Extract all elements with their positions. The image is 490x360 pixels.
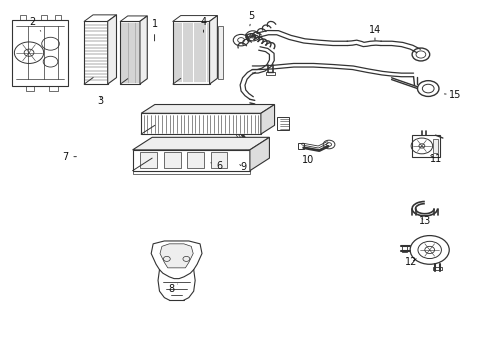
Polygon shape	[250, 137, 270, 171]
Polygon shape	[133, 150, 250, 171]
Polygon shape	[261, 104, 274, 134]
Polygon shape	[140, 16, 147, 84]
Text: 8: 8	[169, 284, 177, 294]
Bar	[41, 15, 47, 19]
Bar	[402, 245, 407, 252]
Text: 6: 6	[211, 161, 222, 171]
Bar	[240, 163, 253, 167]
Circle shape	[410, 235, 449, 264]
Polygon shape	[121, 21, 140, 84]
Bar	[133, 171, 250, 174]
Bar	[298, 143, 304, 149]
Text: 11: 11	[430, 154, 442, 164]
Text: 9: 9	[240, 162, 246, 172]
Text: 3: 3	[98, 96, 104, 106]
Polygon shape	[173, 21, 210, 84]
Text: 1: 1	[151, 19, 158, 41]
Bar	[25, 86, 34, 91]
Polygon shape	[133, 137, 270, 150]
Bar	[433, 139, 439, 153]
Polygon shape	[12, 19, 68, 86]
Polygon shape	[141, 113, 261, 134]
Text: 12: 12	[405, 257, 417, 267]
Bar	[245, 111, 259, 114]
Text: 2: 2	[29, 17, 41, 31]
Polygon shape	[210, 15, 218, 84]
Bar	[433, 267, 442, 270]
Text: 7: 7	[62, 152, 76, 162]
Bar	[187, 152, 204, 168]
Polygon shape	[84, 21, 108, 84]
Text: 10: 10	[302, 155, 315, 165]
Bar	[267, 72, 275, 75]
Bar	[277, 117, 290, 130]
Text: 4: 4	[200, 17, 206, 32]
Bar	[55, 15, 61, 19]
Bar	[20, 15, 25, 19]
Bar	[211, 152, 227, 168]
Bar	[218, 26, 223, 79]
Bar	[49, 86, 58, 91]
Polygon shape	[141, 104, 274, 113]
Polygon shape	[160, 244, 193, 268]
Text: 13: 13	[418, 216, 431, 226]
Bar	[412, 135, 440, 157]
Bar	[164, 152, 180, 168]
Text: 15: 15	[444, 90, 461, 100]
Text: 5: 5	[248, 12, 254, 26]
Polygon shape	[151, 241, 202, 279]
Text: 14: 14	[369, 25, 381, 40]
Bar	[141, 152, 157, 168]
Polygon shape	[108, 15, 117, 84]
